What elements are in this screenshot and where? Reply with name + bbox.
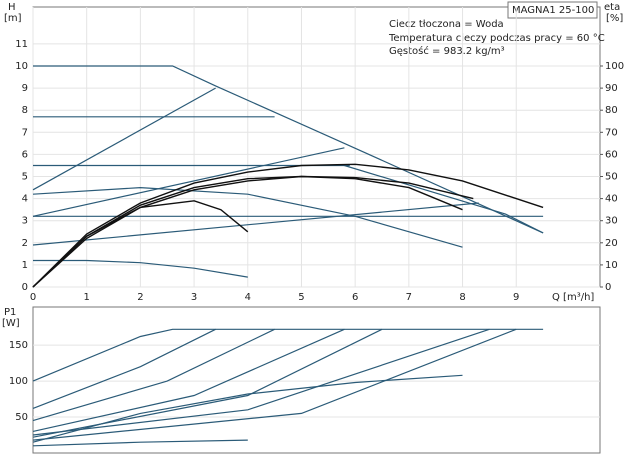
y2-tick-label: 0 <box>605 282 611 293</box>
y2-tick-label: 40 <box>605 194 618 205</box>
model-label: MAGNA1 25-100 <box>512 5 594 16</box>
y2-tick-label: 50 <box>605 172 618 183</box>
x-tick-label: 2 <box>137 292 143 303</box>
annotation: Temperatura cieczy podczas pracy = 60 °C <box>388 33 605 44</box>
curve <box>32 328 345 432</box>
y2-unit: [%] <box>606 13 623 24</box>
y2-label: eta <box>604 2 620 13</box>
curve <box>33 65 544 234</box>
y-tick-label: 8 <box>22 105 28 116</box>
curve <box>32 328 216 409</box>
y-tick-label: 7 <box>22 127 28 138</box>
curve <box>32 163 544 288</box>
curve <box>32 328 517 441</box>
curve <box>32 87 216 191</box>
annotation: Ciecz tłoczona = Woda <box>389 19 504 30</box>
y2-tick-label: 20 <box>605 238 618 249</box>
y-tick-label: 11 <box>15 39 28 50</box>
y-tick-label: 9 <box>22 83 28 94</box>
curve <box>344 164 544 234</box>
model-box <box>507 1 598 19</box>
y-tick-label: 10 <box>15 61 28 72</box>
y-tick-label: 5 <box>22 172 28 183</box>
curve <box>32 328 275 422</box>
curve <box>32 374 463 443</box>
y2-tick-label: 60 <box>605 149 618 160</box>
curve <box>32 200 249 288</box>
curve <box>32 328 544 382</box>
curve <box>32 439 248 447</box>
y2-tick-label: 80 <box>605 105 618 116</box>
annotation: Gęstość = 983.2 kg/m³ <box>389 45 505 57</box>
y-tick-label: 150 <box>9 340 28 351</box>
y2-tick-label: 30 <box>605 216 618 227</box>
y2-tick-label: 10 <box>605 260 618 271</box>
y-label: P1 <box>4 307 16 318</box>
y-tick-label: 6 <box>22 149 28 160</box>
y2-tick-label: 90 <box>605 83 618 94</box>
x-label: Q [m³/h] <box>552 292 594 303</box>
y-tick-label: 2 <box>22 238 28 249</box>
x-tick-label: 8 <box>459 292 465 303</box>
y2-tick-label: 100 <box>605 61 624 72</box>
curve <box>32 147 345 217</box>
y-unit: [m] <box>4 13 22 24</box>
x-tick-label: 9 <box>513 292 519 303</box>
y-tick-label: 0 <box>22 282 28 293</box>
x-tick-label: 1 <box>84 292 90 303</box>
x-tick-label: 0 <box>30 292 36 303</box>
y-unit: [W] <box>2 318 20 329</box>
x-tick-label: 3 <box>191 292 197 303</box>
x-tick-label: 5 <box>298 292 304 303</box>
plot-frame <box>32 306 601 454</box>
curve <box>32 175 474 288</box>
curve <box>33 259 248 278</box>
y-tick-label: 4 <box>22 194 28 205</box>
x-tick-label: 4 <box>245 292 251 303</box>
plot-frame <box>32 6 601 288</box>
y-tick-label: 1 <box>22 260 28 271</box>
y-label: H <box>8 2 16 13</box>
curve <box>32 202 479 246</box>
y2-tick-label: 70 <box>605 127 618 138</box>
curve <box>32 328 490 436</box>
x-tick-label: 6 <box>352 292 358 303</box>
curve <box>32 186 463 248</box>
y-tick-label: 100 <box>9 376 28 387</box>
y-tick-label: 3 <box>22 216 28 227</box>
y-tick-label: 50 <box>15 412 28 423</box>
x-tick-label: 7 <box>406 292 412 303</box>
